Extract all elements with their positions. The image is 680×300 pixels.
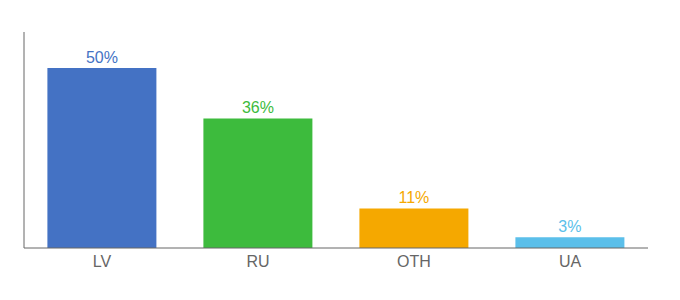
svg-text:11%: 11% — [398, 189, 429, 206]
svg-text:UA: UA — [559, 253, 582, 270]
svg-text:36%: 36% — [242, 99, 274, 116]
svg-text:RU: RU — [246, 253, 269, 270]
svg-text:3%: 3% — [558, 218, 581, 235]
svg-text:OTH: OTH — [397, 253, 431, 270]
svg-text:LV: LV — [93, 253, 112, 270]
svg-text:50%: 50% — [86, 49, 118, 66]
